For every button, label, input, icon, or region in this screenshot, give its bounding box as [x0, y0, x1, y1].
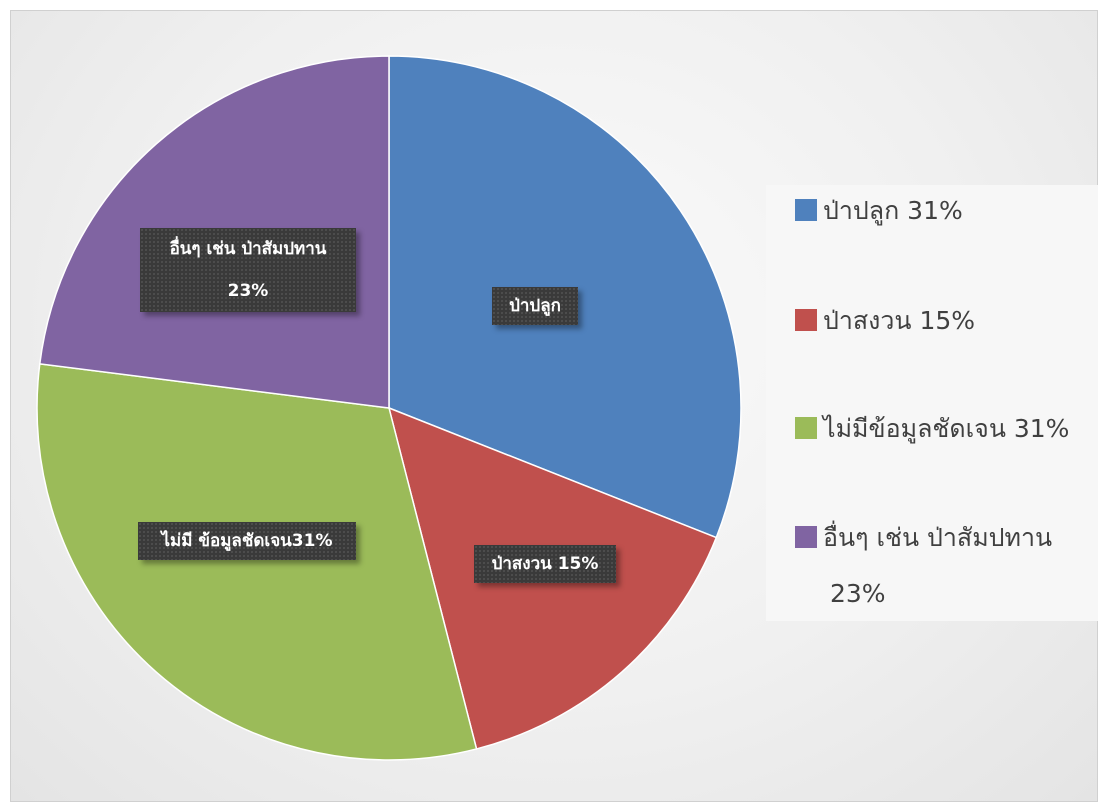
- legend-item-reserved-forest: ป่าสงวน 15%: [795, 300, 975, 342]
- legend-item-other: อื่นๆ เช่น ป่าสัมปทาน: [795, 517, 1052, 559]
- legend-item-no-data: ไม่มีข้อมูลชัดเจน 31%: [795, 408, 1069, 450]
- legend-swatch: [795, 309, 817, 331]
- data-label-planted-forest: ป่าปลูก: [492, 287, 578, 325]
- data-label-no-data: ไม่มี ข้อมูลชัดเจน31%: [138, 522, 356, 560]
- legend-swatch: [795, 526, 817, 548]
- legend-item-other-percent: 23%: [830, 573, 886, 615]
- legend-item-planted-forest: ป่าปลูก 31%: [795, 190, 963, 232]
- legend-swatch: [795, 199, 817, 221]
- data-label-reserved-forest: ป่าสงวน 15%: [474, 545, 616, 583]
- data-label-other: อื่นๆ เช่น ป่าสัมปทาน 23%: [140, 228, 356, 312]
- legend-swatch: [795, 417, 817, 439]
